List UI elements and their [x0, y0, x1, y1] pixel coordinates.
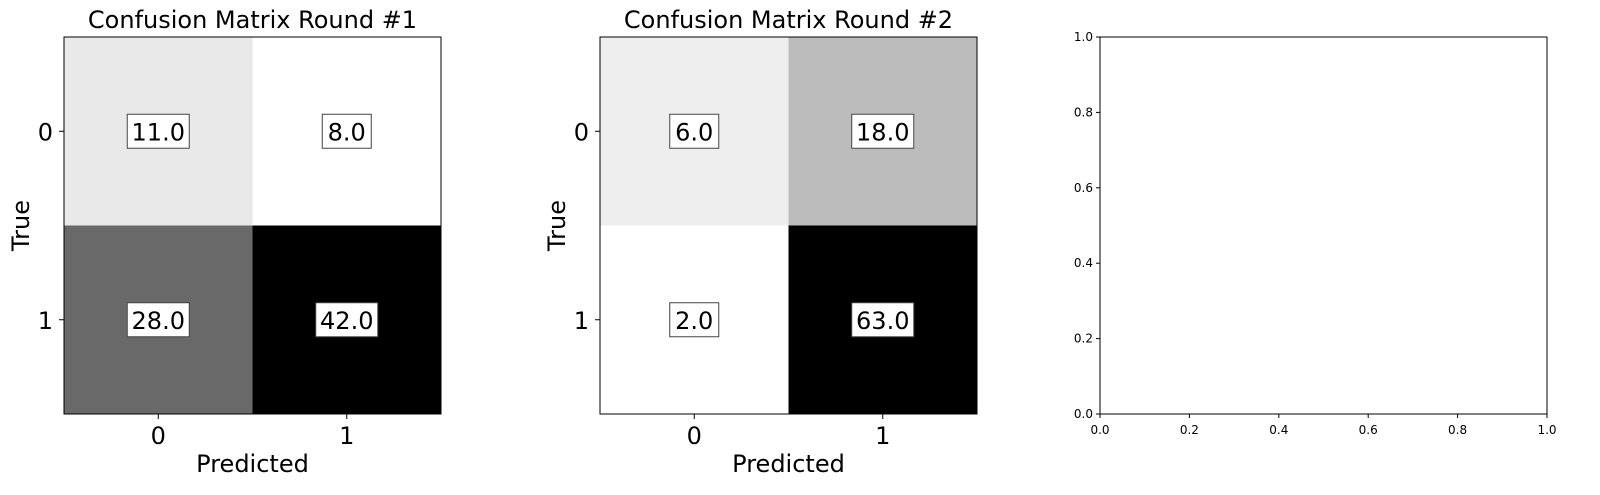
plot-frame	[599, 36, 978, 415]
y-tick-label: 0.2	[1074, 332, 1093, 346]
y-tick-label: 0.4	[1074, 256, 1093, 270]
value-label-box	[851, 113, 915, 149]
cell-value-label: 6.0	[675, 118, 713, 146]
y-tick-label: 0.8	[1074, 105, 1093, 119]
x-tick-label: 0	[151, 422, 166, 450]
x-tick-label: 0.2	[1180, 423, 1199, 437]
x-tick-label: 0.8	[1448, 423, 1467, 437]
x-tick-label: 1.0	[1537, 423, 1556, 437]
y-axis-label: True	[543, 200, 571, 252]
x-tick-label: 1	[875, 422, 890, 450]
value-label-box	[851, 302, 915, 338]
value-label-box	[315, 302, 379, 338]
plot-frame	[63, 36, 442, 415]
y-tick-label: 0	[38, 118, 53, 146]
x-tick-label: 0.0	[1090, 423, 1109, 437]
x-tick-label: 0.6	[1359, 423, 1378, 437]
chart-title: Confusion Matrix Round #1	[88, 6, 417, 34]
x-axis-label: Predicted	[196, 450, 309, 478]
confusion-matrix-round-2: 6.0 18.0 2.0 63.0 0 1 0 1 Confusion Matrix Round…	[543, 6, 978, 478]
empty-axes: 0.0 0.2 0.4 0.6 0.8 1.0 0.0 0.2 0.4 0.6 0.8 1.0	[1074, 30, 1557, 437]
value-label-box	[669, 302, 720, 338]
confusion-matrix-round-1: 11.0 8.0 28.0 42.0 0 1 0 1 Confusion Matrix Roun…	[7, 6, 442, 478]
cell-value-label: 8.0	[328, 118, 366, 146]
cell-value-label: 11.0	[132, 118, 185, 146]
cell-value-label: 28.0	[132, 307, 185, 335]
value-label-box	[126, 113, 190, 149]
x-tick-label: 1	[339, 422, 354, 450]
y-tick-label: 0	[574, 118, 589, 146]
y-axis-label: True	[7, 200, 35, 252]
x-tick-label: 0.4	[1269, 423, 1288, 437]
cell-value-label: 18.0	[856, 118, 909, 146]
cell-value-label: 2.0	[675, 307, 713, 335]
y-tick-label: 1	[574, 307, 589, 335]
cell-value-label: 63.0	[856, 307, 909, 335]
chart-title: Confusion Matrix Round #2	[624, 6, 953, 34]
value-label-box	[321, 113, 372, 149]
y-tick-label: 1.0	[1074, 30, 1093, 44]
cell-value-label: 42.0	[320, 307, 373, 335]
x-tick-label: 0	[687, 422, 702, 450]
value-label-box	[669, 113, 720, 149]
x-axis-label: Predicted	[732, 450, 845, 478]
y-tick-label: 0.0	[1074, 407, 1093, 421]
plot-frame	[1099, 36, 1548, 415]
y-tick-label: 1	[38, 307, 53, 335]
y-tick-label: 0.6	[1074, 181, 1093, 195]
value-label-box	[126, 302, 190, 338]
